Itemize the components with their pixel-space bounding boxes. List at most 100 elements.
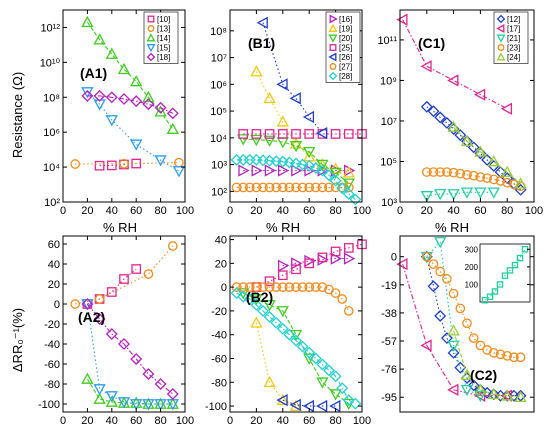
data-point	[303, 159, 316, 172]
data-point	[317, 182, 328, 193]
series-line	[87, 91, 180, 172]
x-tick-label: 100	[176, 415, 194, 427]
data-point	[130, 75, 143, 87]
y-tick-label: 10⁶	[210, 79, 227, 91]
data-point	[509, 352, 519, 363]
legend-marker	[329, 44, 337, 51]
data-point	[263, 91, 276, 104]
data-point	[434, 189, 447, 201]
series-24	[447, 120, 527, 189]
panel-a2: 0 20 40 60 80 100 -100 -80 -60 -40 -20 0 20 40 60 (A2)	[38, 235, 194, 427]
data-point	[487, 388, 500, 401]
y-tick-label: -20	[211, 306, 227, 318]
data-point	[310, 182, 321, 193]
data-point	[447, 324, 460, 336]
x-axis-label-c: % RH	[435, 220, 469, 235]
inset-point	[491, 288, 499, 295]
data-point	[303, 346, 316, 359]
data-point	[336, 382, 349, 395]
data-point	[309, 161, 322, 174]
legend-entry: [23]	[507, 44, 520, 53]
data-point	[336, 182, 349, 195]
data-point	[130, 95, 143, 108]
data-point	[231, 182, 242, 193]
data-point	[343, 182, 354, 193]
data-point	[474, 145, 487, 157]
series-21	[420, 187, 500, 203]
data-point	[284, 182, 295, 193]
data-point	[502, 350, 513, 361]
data-point	[105, 47, 118, 59]
data-point	[330, 182, 341, 193]
y-tick-label: 10⁴	[210, 133, 227, 145]
data-point	[434, 111, 447, 124]
series-15	[81, 87, 186, 178]
y-tick-label: 10⁸	[210, 26, 227, 38]
data-point	[329, 174, 342, 187]
x-tick-label: 80	[154, 415, 166, 427]
y-tick-label: 0	[221, 282, 227, 294]
data-point	[316, 164, 329, 177]
y-tick-label: -100	[205, 401, 227, 413]
data-point	[251, 129, 262, 139]
legend-marker	[328, 34, 338, 43]
legend-entry: [25]	[339, 44, 352, 53]
data-point	[70, 159, 81, 169]
data-point	[119, 274, 129, 284]
y-tick-label: -60	[211, 353, 227, 365]
legend-marker	[147, 15, 155, 23]
data-point	[105, 328, 118, 340]
data-point	[495, 176, 506, 186]
data-point	[276, 393, 288, 407]
legend-marker	[147, 25, 155, 32]
series-line	[86, 21, 174, 130]
data-point	[142, 399, 155, 411]
legend-marker	[329, 14, 338, 24]
x-tick-label: 0	[397, 205, 403, 217]
legend-marker	[328, 71, 338, 81]
series-18	[81, 89, 179, 120]
data-point	[317, 282, 328, 292]
x-tick-label: 20	[250, 205, 262, 217]
series-10	[94, 158, 142, 171]
data-point	[296, 158, 309, 171]
data-point	[117, 62, 131, 75]
data-point	[421, 251, 432, 262]
series-26	[256, 16, 328, 140]
data-point	[263, 300, 276, 312]
data-point	[154, 399, 167, 411]
data-point	[289, 137, 303, 149]
series-line	[453, 126, 521, 185]
data-point	[475, 172, 486, 182]
series-12	[420, 100, 527, 196]
data-point	[250, 134, 263, 147]
data-point	[514, 390, 527, 403]
data-point	[304, 282, 315, 292]
series-21	[420, 237, 487, 403]
data-point	[263, 375, 276, 388]
data-point	[250, 65, 263, 77]
x-tick-label: 80	[501, 205, 513, 217]
series-line	[87, 95, 174, 114]
data-point	[434, 309, 447, 322]
series-18	[81, 298, 179, 400]
y-tick-label: 40	[215, 235, 227, 247]
series-16	[277, 252, 356, 272]
y-tick-label: -100	[38, 399, 60, 411]
y-tick-label: 10⁵	[380, 156, 397, 168]
data-point	[271, 182, 282, 193]
data-point	[276, 393, 289, 405]
data-point	[435, 167, 446, 177]
data-point	[166, 122, 179, 134]
data-point	[304, 164, 316, 177]
data-point	[172, 166, 186, 178]
y-tick-label: 10²	[211, 186, 227, 198]
y-tick-label: 60	[48, 239, 60, 251]
y-tick-label: -20	[44, 319, 60, 331]
data-point	[474, 88, 486, 101]
data-point	[263, 310, 276, 323]
legend-marker	[329, 63, 337, 70]
y-tick-label: 10⁶	[43, 127, 60, 139]
data-point	[487, 155, 500, 167]
x-tick-label: 60	[130, 415, 142, 427]
